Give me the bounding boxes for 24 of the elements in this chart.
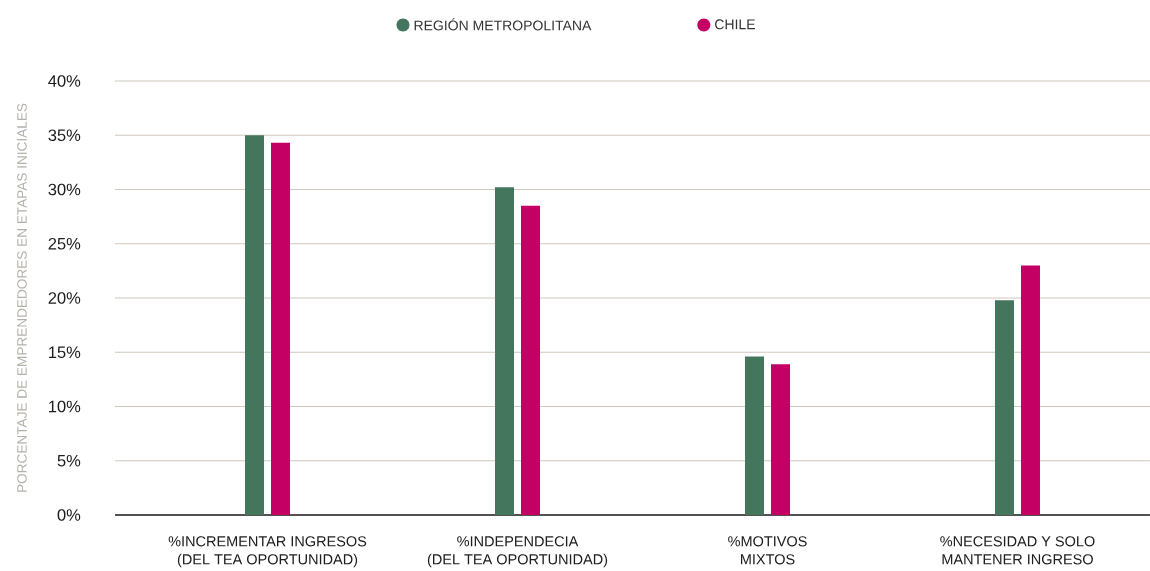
- y-tick-label: 35%: [48, 129, 81, 142]
- legend-label: REGIÓN METROPOLITANA: [414, 18, 592, 31]
- x-tick-label: %MOTIVOS MIXTOS: [728, 536, 807, 565]
- legend-label: CHILE: [715, 19, 755, 30]
- bar: [245, 135, 264, 515]
- bar: [771, 364, 790, 515]
- x-tick-label: %INDEPENDECIA (DEL TEA OPORTUNIDAD): [427, 536, 608, 568]
- bar: [1020, 265, 1040, 515]
- y-tick-label: 15%: [49, 346, 81, 359]
- y-tick-label: 10%: [49, 400, 81, 413]
- y-axis-title: PORCENTAJE DE EMPRENDEDORES EN ETAPAS INICIALES: [17, 103, 27, 492]
- x-tick-label: %INCREMENTAR INGRESOS (DEL TEA OPORTUNIDAD): [168, 536, 367, 568]
- bar: [521, 205, 540, 515]
- bar: [745, 356, 764, 515]
- y-tick-label: 30%: [48, 183, 81, 196]
- y-tick-label: 5%: [57, 454, 81, 467]
- y-tick-label: 40%: [48, 75, 81, 87]
- bar: [495, 187, 514, 515]
- bar: [994, 300, 1014, 515]
- x-tick-label: %NECESIDAD Y SOLO MANTENER INGRESO: [940, 536, 1095, 565]
- y-tick-label: 25%: [48, 237, 81, 250]
- bar: [271, 142, 291, 515]
- y-tick-label: 0%: [57, 509, 81, 521]
- y-tick-label: 20%: [48, 292, 81, 304]
